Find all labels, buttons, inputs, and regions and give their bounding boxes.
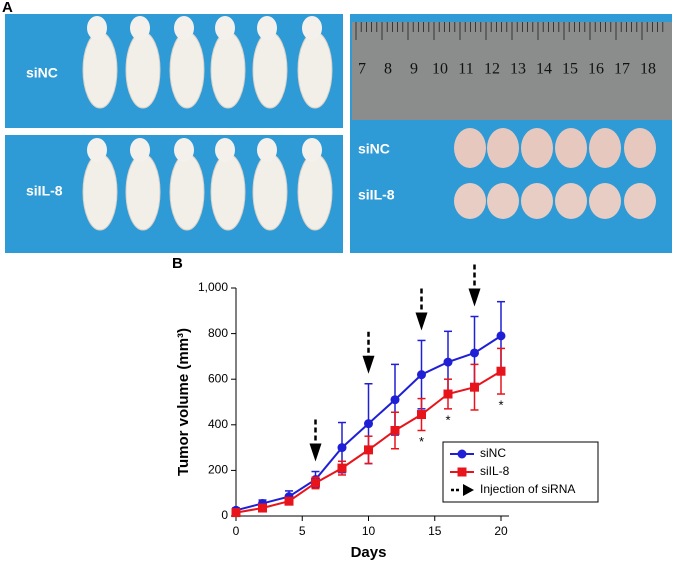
point <box>457 467 467 477</box>
legend-label: siNC <box>480 446 506 460</box>
ruler-label: 8 <box>384 61 392 78</box>
injection-arrow-head <box>468 288 481 307</box>
ruler-label: 10 <box>432 61 448 78</box>
ruler-label: 17 <box>614 61 630 78</box>
mouse-head <box>174 16 194 40</box>
mouse-head <box>257 138 277 162</box>
point <box>258 503 267 513</box>
ruler-label: 14 <box>536 61 552 78</box>
y-tick-label: 800 <box>208 326 228 340</box>
ruler-label: 13 <box>510 61 526 78</box>
mouse <box>210 153 246 231</box>
point <box>390 426 400 435</box>
point <box>417 370 426 380</box>
y-tick-label: 0 <box>221 508 228 522</box>
legend-label: siIL-8 <box>480 464 510 478</box>
tumor <box>624 128 656 168</box>
mouse <box>252 31 288 109</box>
point <box>337 463 347 473</box>
mouse <box>210 31 246 109</box>
significance-mark: * <box>498 397 503 412</box>
panel-label: B <box>172 255 183 272</box>
point <box>470 348 479 358</box>
row-label: siNC <box>358 141 390 157</box>
panel-label: A <box>2 0 13 16</box>
mouse <box>125 153 161 231</box>
y-tick-label: 600 <box>208 371 228 385</box>
x-tick-label: 10 <box>362 524 376 538</box>
point <box>311 478 320 488</box>
point <box>231 508 241 518</box>
ruler-label: 11 <box>458 61 473 78</box>
point <box>443 389 453 399</box>
point <box>364 419 373 429</box>
x-tick-label: 0 <box>233 524 240 538</box>
mouse <box>82 31 118 109</box>
ruler-label: 18 <box>640 61 656 78</box>
tumor <box>454 183 486 219</box>
tumor <box>521 128 553 168</box>
legend-label: Injection of siRNA <box>480 482 575 496</box>
point <box>470 382 479 392</box>
mouse <box>169 153 205 231</box>
y-axis-title: Tumor volume (mm³) <box>175 328 192 476</box>
y-tick-label: 400 <box>208 417 228 431</box>
ruler-label: 7 <box>358 61 366 78</box>
tumor <box>487 128 519 168</box>
x-axis-title: Days <box>351 544 387 561</box>
mouse-head <box>257 16 277 40</box>
y-tick-label: 1,000 <box>198 280 228 294</box>
point <box>364 445 373 455</box>
mouse <box>125 31 161 109</box>
ruler-label: 16 <box>588 61 604 78</box>
tumor <box>487 183 519 219</box>
injection-arrow-head <box>362 355 375 374</box>
mouse-head <box>87 16 107 40</box>
significance-mark: * <box>419 434 424 449</box>
mouse <box>82 153 118 231</box>
significance-mark: * <box>445 412 450 427</box>
mouse-head <box>130 138 150 162</box>
x-tick-label: 20 <box>494 524 508 538</box>
point <box>496 366 506 376</box>
tumor <box>454 128 486 168</box>
mouse <box>169 31 205 109</box>
ruler-label: 15 <box>562 61 578 78</box>
x-tick-label: 5 <box>299 524 306 538</box>
point <box>284 496 294 506</box>
row-label: siIL-8 <box>26 183 63 199</box>
mouse <box>297 31 333 109</box>
mouse <box>252 153 288 231</box>
row-label: siNC <box>26 65 58 81</box>
point <box>417 410 426 420</box>
tumor <box>555 183 587 219</box>
mouse-head <box>302 138 322 162</box>
point <box>457 449 467 459</box>
injection-arrow-head <box>309 443 322 462</box>
point <box>443 357 453 367</box>
mouse-head <box>302 16 322 40</box>
row-label: siIL-8 <box>358 187 395 203</box>
mouse <box>297 153 333 231</box>
point <box>390 395 400 405</box>
ruler-label: 12 <box>484 61 500 78</box>
mouse-head <box>215 16 235 40</box>
mouse-head <box>215 138 235 162</box>
mouse-head <box>174 138 194 162</box>
ruler-label: 9 <box>410 61 418 78</box>
tumor <box>589 128 621 168</box>
point <box>496 331 506 341</box>
point <box>337 443 347 453</box>
tumor <box>521 183 553 219</box>
tumor <box>589 183 621 219</box>
tumor <box>555 128 587 168</box>
mouse-head <box>87 138 107 162</box>
x-tick-label: 15 <box>428 524 442 538</box>
y-tick-label: 200 <box>208 463 228 477</box>
injection-arrow-head <box>415 312 428 331</box>
mouse-head <box>130 16 150 40</box>
legend-arrow-head <box>463 484 474 496</box>
tumor <box>624 183 656 219</box>
